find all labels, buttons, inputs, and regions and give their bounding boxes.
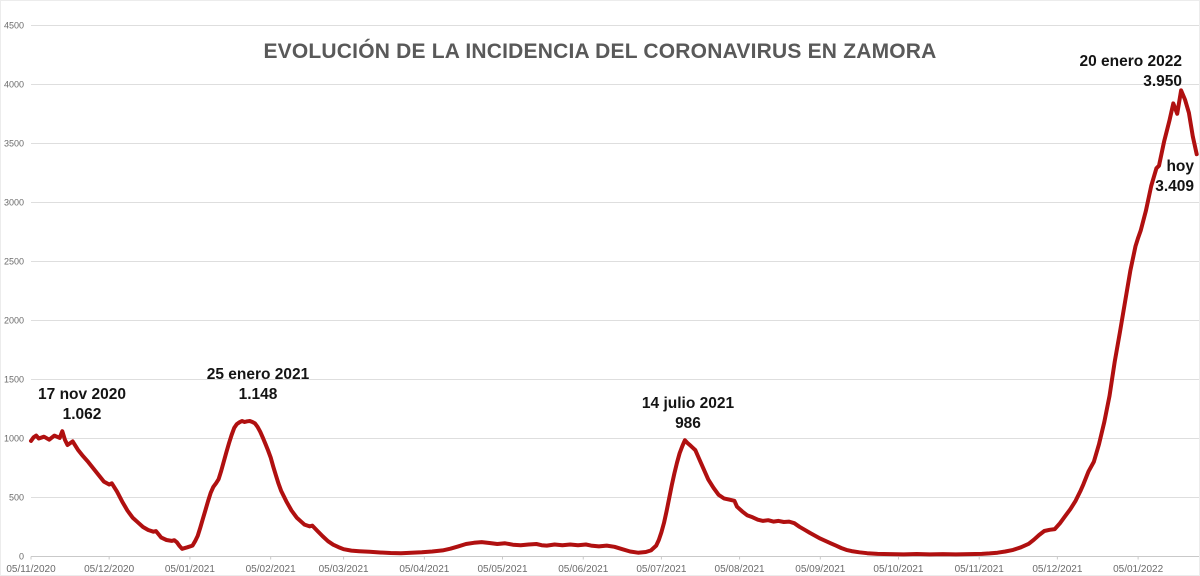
- y-tick-label: 3500: [4, 139, 24, 149]
- x-axis-labels: 05/11/2020 05/12/2020 05/01/2021 05/02/2021…: [6, 556, 1164, 575]
- annotation-peak-jul-2021: 14 julio 2021 986: [628, 394, 748, 434]
- x-tick-label: 05/09/2021: [795, 564, 845, 575]
- incidence-series-line: [29, 88, 1199, 557]
- x-tick-label: 05/11/2021: [955, 564, 1005, 575]
- annotation-value: 1.148: [238, 386, 278, 403]
- annotation-peak-ene-2022: 20 enero 2022 3.950: [1079, 52, 1182, 92]
- annotation-today: hoy 3.409: [1155, 157, 1194, 197]
- x-tick-label: 05/04/2021: [399, 564, 449, 575]
- x-tick-label: 05/01/2022: [1113, 564, 1163, 575]
- x-tick-label: 05/02/2021: [246, 564, 296, 575]
- x-tick-label: 05/03/2021: [319, 564, 369, 575]
- annotation-value: 3.409: [1155, 178, 1194, 195]
- x-tick-label: 05/07/2021: [636, 564, 686, 575]
- y-tick-label: 4500: [4, 21, 24, 31]
- x-tick-label: 05/01/2021: [165, 564, 215, 575]
- x-tick-label: 05/06/2021: [558, 564, 608, 575]
- y-axis-labels: 0 500 1000 1500 2000 2500 3000 3500 4000 4500: [4, 21, 24, 562]
- y-tick-label: 1500: [4, 375, 24, 385]
- x-tick-label: 05/12/2021: [1032, 564, 1082, 575]
- annotation-date: 14 julio 2021: [641, 395, 735, 412]
- chart-title: EVOLUCIÓN DE LA INCIDENCIA DEL CORONAVIR…: [263, 40, 937, 63]
- annotation-date: 20 enero 2022: [1079, 53, 1182, 70]
- x-tick-label: 05/10/2021: [873, 564, 923, 575]
- annotation-value: 3.950: [1143, 73, 1182, 90]
- annotation-date: 17 nov 2020: [38, 386, 126, 403]
- y-tick-label: 2000: [4, 316, 24, 326]
- y-tick-label: 3000: [4, 198, 24, 208]
- annotation-peak-nov-2020: 17 nov 2020 1.062: [19, 385, 145, 425]
- annotation-date: 25 enero 2021: [206, 366, 310, 383]
- annotation-value: 1.062: [62, 406, 102, 423]
- y-tick-label: 2500: [4, 257, 24, 267]
- annotation-label: hoy: [1166, 158, 1194, 175]
- x-tick-label: 05/08/2021: [715, 564, 765, 575]
- x-tick-label: 05/05/2021: [477, 564, 527, 575]
- x-tick-label: 05/12/2020: [84, 564, 134, 575]
- annotation-peak-ene-2021: 25 enero 2021 1.148: [196, 365, 320, 405]
- y-tick-label: 1000: [4, 434, 24, 444]
- y-tick-label: 0: [19, 552, 24, 562]
- annotation-value: 986: [675, 415, 701, 432]
- y-tick-label: 4000: [4, 80, 24, 90]
- y-tick-label: 500: [9, 493, 24, 503]
- y-gridlines: [31, 25, 1199, 557]
- x-tick-label: 05/11/2020: [6, 564, 56, 575]
